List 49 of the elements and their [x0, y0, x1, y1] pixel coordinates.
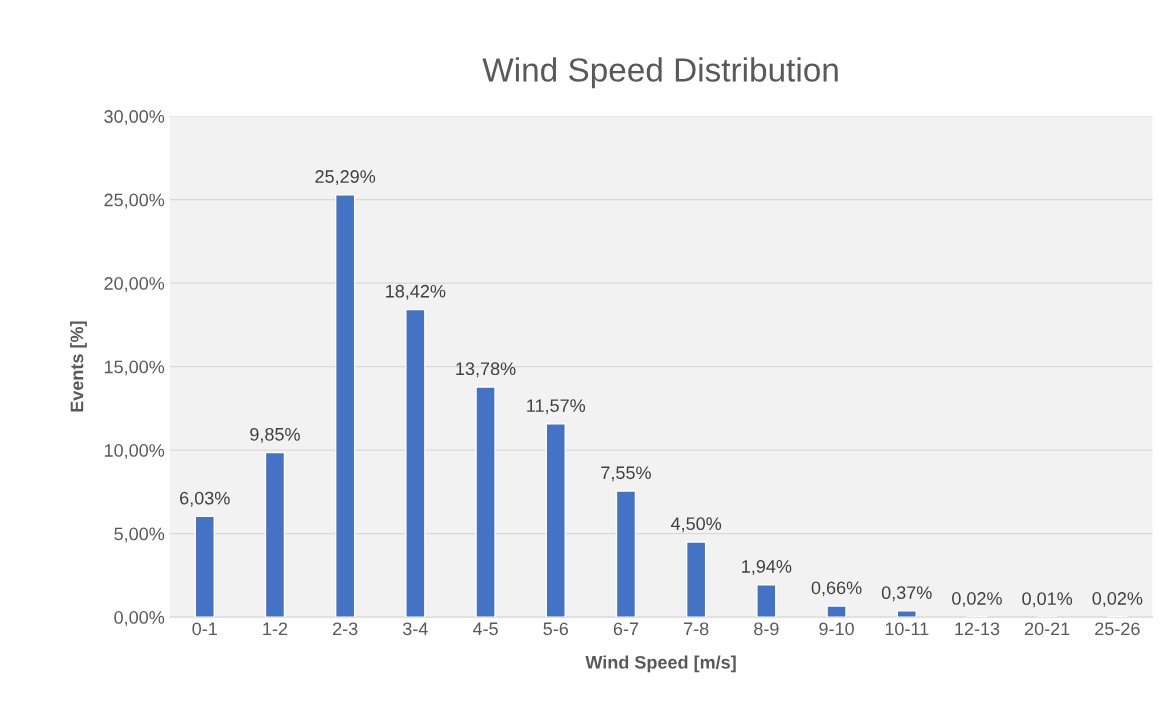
data-label: 25,29% — [315, 170, 376, 186]
y-tick-label: 25,00% — [104, 193, 165, 209]
bar — [194, 515, 215, 618]
bar — [334, 194, 356, 618]
y-tick-label: 20,00% — [104, 277, 165, 292]
bar — [896, 610, 917, 618]
data-label: 9,85% — [250, 427, 300, 443]
bar — [545, 423, 566, 618]
data-label: 0,01% — [1022, 592, 1073, 608]
x-tick-label: 8-9 — [754, 622, 779, 636]
x-tick-label: 2-3 — [333, 622, 358, 636]
data-label: 6,03% — [180, 491, 230, 507]
bar — [475, 386, 496, 618]
y-tick-label: 10,00% — [104, 444, 165, 459]
bar — [756, 584, 777, 618]
bar — [826, 605, 847, 618]
x-tick-label: 12-13 — [955, 622, 1000, 636]
y-tick-label: 30,00% — [104, 110, 165, 126]
x-tick-label: 4-5 — [472, 622, 498, 636]
bar — [685, 541, 707, 618]
data-label: 18,42% — [386, 284, 446, 300]
bar — [615, 490, 637, 618]
x-tick-label: 3-4 — [402, 622, 428, 636]
x-tick-label: 0-1 — [192, 622, 217, 636]
bar — [264, 451, 286, 618]
y-axis-title: Events [%] — [70, 321, 87, 412]
x-tick-label: 6-7 — [613, 622, 639, 636]
x-tick-label: 1-2 — [263, 622, 288, 636]
x-tick-label: 25-26 — [1095, 622, 1140, 636]
data-label: 11,57% — [527, 399, 586, 415]
data-label: 0,02% — [952, 592, 1002, 607]
x-tick-label: 7-8 — [684, 622, 709, 636]
x-tick-label: 9-10 — [819, 622, 854, 636]
y-tick-label: 5,00% — [114, 527, 165, 543]
x-tick-label: 20-21 — [1024, 622, 1070, 636]
x-tick-label: 5-6 — [543, 622, 569, 636]
x-axis-title: Wind Speed [m/s] — [585, 655, 736, 673]
data-label: 0,66% — [811, 581, 862, 597]
data-label: 4,50% — [670, 517, 722, 533]
data-label: 7,55% — [601, 466, 651, 482]
data-label: 1,94% — [742, 560, 792, 575]
data-label: 0,02% — [1092, 592, 1143, 607]
data-label: 13,78% — [456, 362, 516, 378]
x-tick-label: 10-11 — [885, 622, 929, 636]
bar — [405, 308, 426, 618]
y-tick-label: 0,00% — [114, 611, 165, 626]
y-tick-label: 15,00% — [104, 360, 165, 376]
data-label: 0,37% — [881, 586, 932, 602]
chart-title: Wind Speed Distribution — [482, 57, 838, 89]
